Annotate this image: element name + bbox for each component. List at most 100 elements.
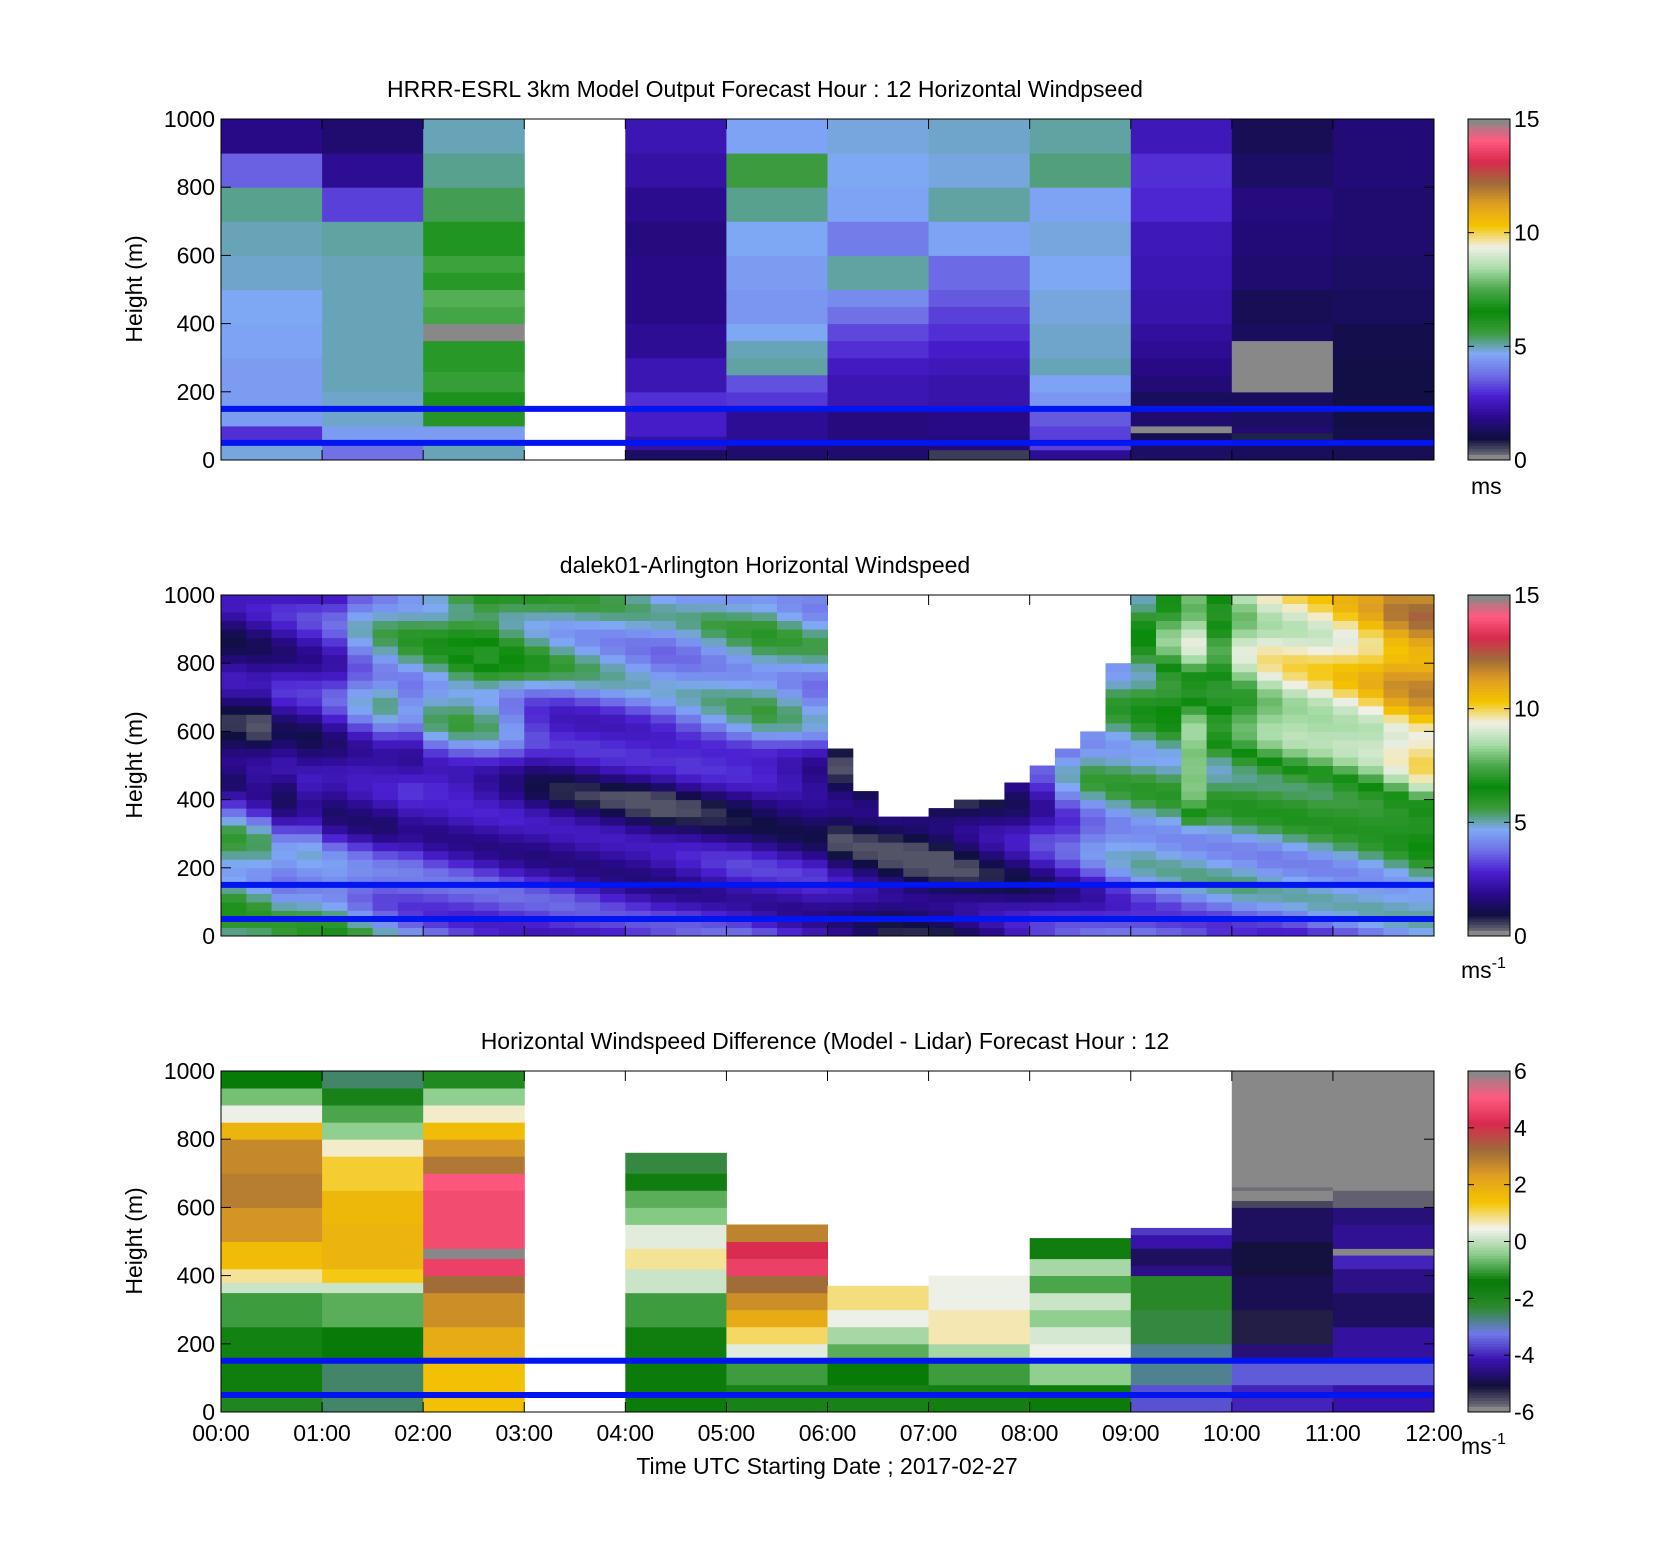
heatmap-cell	[423, 425, 525, 440]
colorbar-segment	[1468, 813, 1510, 818]
heatmap-cell	[1408, 919, 1435, 928]
lidar-x-ticks	[220, 595, 1435, 936]
heatmap-cell	[1332, 1207, 1435, 1225]
colorbar-segment	[1468, 1380, 1510, 1384]
colorbar-segment	[1468, 411, 1510, 415]
heatmap-cell	[878, 927, 904, 937]
colorbar-segment	[1468, 754, 1510, 758]
heatmap-cell	[903, 850, 930, 860]
heatmap-cell	[322, 221, 424, 256]
colorbar-tick-label: 0	[1514, 447, 1527, 473]
x-tick-label: 04:00	[597, 1420, 655, 1446]
heatmap-cell	[625, 731, 652, 741]
heatmap-cell	[271, 731, 298, 741]
colorbar-segment	[1468, 648, 1510, 653]
heatmap-cell	[221, 884, 247, 894]
heatmap-cell	[499, 901, 525, 911]
heatmap-cell	[1105, 927, 1132, 937]
heatmap-cell	[1358, 722, 1384, 732]
heatmap-cell	[1181, 612, 1208, 621]
heatmap-cell	[221, 927, 247, 937]
heatmap-cell	[1231, 340, 1334, 376]
heatmap-cell	[827, 884, 854, 894]
heatmap-cell	[1358, 757, 1384, 766]
heatmap-cell	[1358, 629, 1384, 639]
heatmap-cell	[1231, 432, 1334, 444]
heatmap-cell	[650, 671, 677, 681]
colorbar-segment	[1468, 1181, 1510, 1186]
colorbar-segment	[1468, 1332, 1510, 1336]
heatmap-cell	[827, 289, 930, 307]
heatmap-cell	[322, 893, 348, 903]
heatmap-cell	[1282, 722, 1309, 732]
heatmap-cell	[1206, 629, 1233, 639]
colorbar-segment	[1468, 1409, 1510, 1413]
heatmap-cell	[726, 901, 753, 911]
heatmap-cell	[1206, 901, 1233, 911]
heatmap-cell	[625, 910, 652, 920]
colorbar-segment	[1468, 1139, 1510, 1143]
heatmap-cell	[827, 757, 854, 766]
heatmap-cell	[751, 714, 778, 724]
heatmap-cell	[423, 876, 449, 886]
heatmap-cell	[1383, 629, 1410, 639]
heatmap-cell	[1231, 791, 1258, 801]
heatmap-cell	[397, 705, 424, 715]
heatmap-cell	[701, 910, 727, 920]
model-reference-lines	[221, 405, 1434, 446]
heatmap-cell	[524, 808, 551, 818]
heatmap-cell	[397, 722, 424, 732]
colorbar-segment	[1468, 893, 1510, 897]
colorbar-segment	[1468, 907, 1510, 911]
heatmap-cell	[221, 722, 247, 732]
heatmap-cell	[296, 833, 323, 843]
heatmap-cell	[625, 1190, 727, 1208]
heatmap-cell	[625, 816, 652, 826]
heatmap-cell	[473, 603, 500, 613]
heatmap-cell	[777, 671, 803, 681]
heatmap-cell	[852, 901, 879, 911]
heatmap-cell	[1004, 884, 1031, 894]
colorbar-segment	[1468, 241, 1510, 245]
heatmap-cell	[878, 893, 904, 903]
heatmap-cell	[372, 688, 399, 698]
heatmap-cell	[423, 1156, 525, 1174]
heatmap-cell	[499, 697, 525, 707]
x-tick-label: 11:00	[1305, 1420, 1361, 1446]
heatmap-cell	[650, 893, 677, 903]
heatmap-cell	[423, 842, 449, 852]
colorbar-segment	[1468, 266, 1510, 271]
colorbar-segment	[1468, 933, 1510, 937]
heatmap-cell	[347, 765, 374, 775]
colorbar-segment	[1468, 1102, 1510, 1106]
heatmap-cell	[322, 408, 424, 427]
heatmap-cell	[549, 688, 576, 698]
heatmap-cell	[347, 791, 374, 801]
heatmap-cell	[751, 884, 778, 894]
heatmap-cell	[1105, 688, 1132, 698]
heatmap-cell	[524, 612, 551, 621]
colorbar-segment	[1468, 904, 1510, 908]
heatmap-cell	[802, 859, 828, 869]
heatmap-cell	[675, 697, 702, 707]
colorbar-segment	[1468, 637, 1510, 641]
heatmap-cell	[246, 799, 273, 809]
heatmap-cell	[953, 876, 980, 886]
heatmap-cell	[524, 697, 551, 707]
heatmap-cell	[1257, 791, 1283, 801]
colorbar-segment	[1468, 1326, 1510, 1330]
heatmap-cell	[1307, 774, 1334, 783]
heatmap-cell	[650, 816, 677, 826]
heatmap-cell	[827, 910, 854, 920]
heatmap-cell	[246, 731, 273, 741]
colorbar-segment	[1468, 1278, 1510, 1282]
heatmap-cell	[1181, 901, 1208, 911]
heatmap-cell	[675, 893, 702, 903]
heatmap-cell	[473, 833, 500, 843]
heatmap-cell	[1383, 901, 1410, 911]
heatmap-cell	[322, 910, 348, 920]
heatmap-cell	[1282, 893, 1309, 903]
heatmap-cell	[473, 876, 500, 886]
heatmap-cell	[524, 646, 551, 656]
heatmap-cell	[574, 757, 601, 766]
